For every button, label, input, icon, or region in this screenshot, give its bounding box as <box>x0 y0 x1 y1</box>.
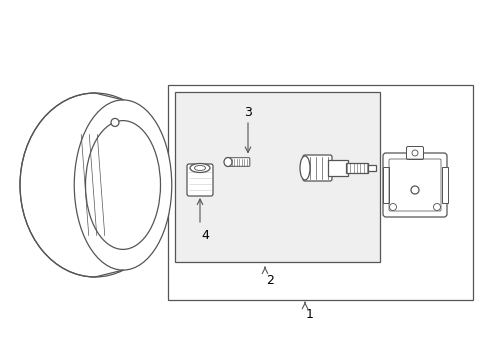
FancyBboxPatch shape <box>407 147 423 159</box>
Bar <box>442 167 448 203</box>
Bar <box>368 165 376 171</box>
Text: 1: 1 <box>306 309 314 321</box>
Bar <box>383 167 389 203</box>
Ellipse shape <box>74 100 172 270</box>
Text: 4: 4 <box>201 229 209 242</box>
Ellipse shape <box>190 163 210 172</box>
Text: 3: 3 <box>244 105 252 118</box>
FancyBboxPatch shape <box>383 153 447 217</box>
FancyBboxPatch shape <box>226 158 250 166</box>
FancyBboxPatch shape <box>303 155 332 181</box>
Bar <box>346 163 368 173</box>
Bar <box>168 85 473 300</box>
Ellipse shape <box>224 158 232 166</box>
Bar <box>175 92 380 262</box>
Circle shape <box>111 118 119 126</box>
Bar <box>328 160 348 176</box>
Text: 2: 2 <box>266 274 274 287</box>
FancyBboxPatch shape <box>187 164 213 196</box>
Ellipse shape <box>300 156 310 180</box>
